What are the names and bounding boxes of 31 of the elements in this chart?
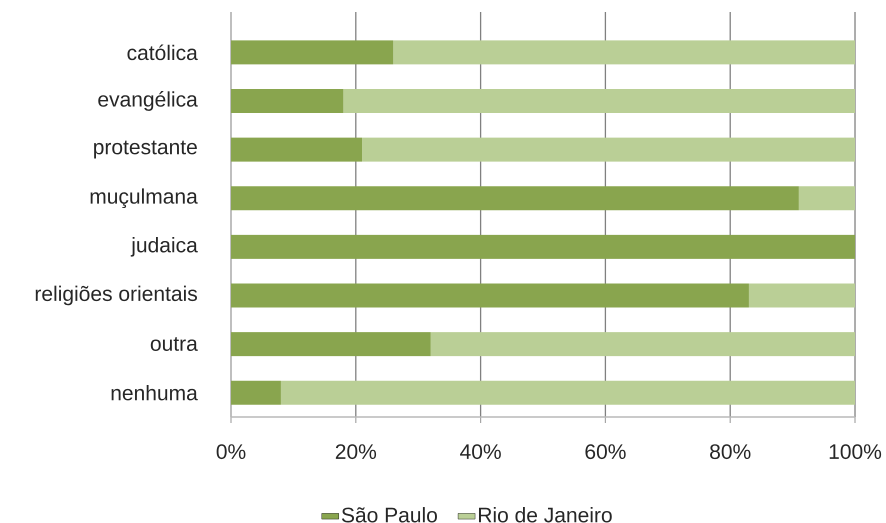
bar [343,88,856,113]
y-tick-label: muçulmana [90,188,198,208]
y-tick-label: evangélica [98,91,198,111]
bar [280,380,856,405]
x-tick-label: 80% [710,444,750,460]
bar [231,283,749,308]
bar [231,138,362,162]
x-tick-label: 60% [585,444,626,460]
y-tick-label: judaica [130,237,198,257]
x-tick-label: 0% [216,444,246,460]
legend-label: São Paulo [342,507,437,522]
x-tick-label: 20% [336,444,376,460]
bar [748,283,856,308]
bar [430,332,856,356]
bar [798,186,856,210]
bar [231,40,394,64]
bar [231,380,281,405]
x-tick-label: 100% [830,444,882,460]
y-tick-label: católica [127,44,198,60]
legend-label: Rio de Janeiro [478,507,612,522]
bar [393,40,856,64]
y-tick-label: protestante [94,140,197,159]
y-tick-label: nenhuma [112,384,198,400]
bar [231,234,856,259]
bar [231,88,344,113]
bar [362,138,856,162]
bar [231,332,431,356]
x-tick-label: 40% [460,444,501,460]
bar [231,186,799,210]
y-tick-label: outra [150,337,198,351]
y-tick-label: religiões orientais [36,286,197,306]
